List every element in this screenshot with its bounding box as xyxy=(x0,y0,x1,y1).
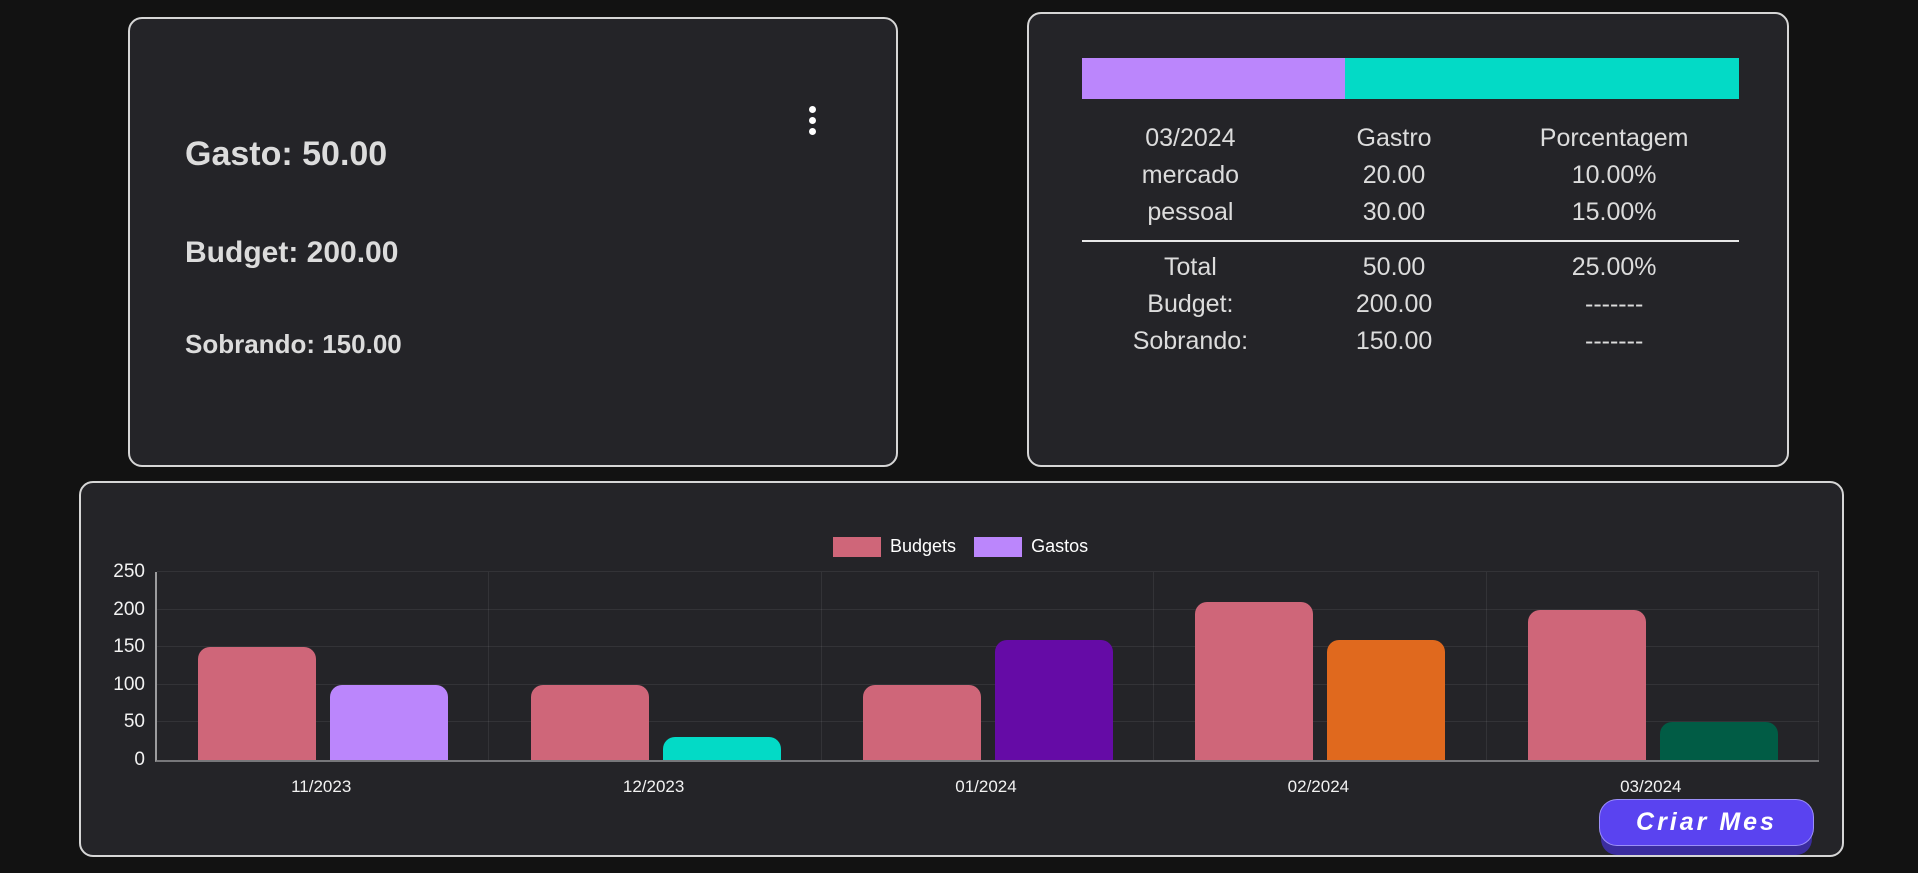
legend-swatch-gastos xyxy=(974,536,1023,557)
y-axis-tick-label: 50 xyxy=(123,711,145,733)
summary-line-gasto: Gasto: 50.00 xyxy=(185,135,402,174)
table-row: pessoal 30.00 15.00% xyxy=(1082,194,1739,231)
bar-budgets-03-2024 xyxy=(1527,609,1646,760)
gridline-vertical xyxy=(1485,572,1487,760)
summary-line-sobrando: Sobrando: 150.00 xyxy=(185,329,402,360)
gridline-vertical xyxy=(1818,572,1819,760)
table-row: mercado 20.00 10.00% xyxy=(1082,157,1739,194)
month-detail-card: 03/2024 Gastro Porcentagem mercado 20.00 10.0… xyxy=(1027,12,1789,467)
gridline-vertical xyxy=(488,572,490,760)
summary-value-sobrando: 150.00 xyxy=(322,329,402,359)
table-divider xyxy=(1082,240,1739,242)
bar-budgets-02-2024 xyxy=(1195,602,1314,760)
summary-value-budget: 200.00 xyxy=(306,236,399,269)
summary-label-sobrando: Sobrando: xyxy=(185,329,323,359)
table-cell: pessoal xyxy=(1147,198,1234,226)
bar-gastos-11-2023 xyxy=(330,684,449,760)
chart-legend: Budgets Gastos xyxy=(833,536,1088,557)
gridline-horizontal xyxy=(157,646,1819,648)
y-axis-tick-label: 200 xyxy=(113,598,145,620)
progress-segment-pessoal xyxy=(1344,58,1739,99)
history-chart-card: Budgets Gastos Criar Mes 0 50 100 150 200 250 1… xyxy=(79,481,1844,857)
summary-card: Gasto: 50.00 Budget: 200.00 Sobrando: 150.… xyxy=(128,17,898,467)
legend-label-budgets: Budgets xyxy=(890,536,957,556)
table-header-row: 03/2024 Gastro Porcentagem xyxy=(1082,120,1739,157)
x-axis-label-02-2024: 02/2024 xyxy=(1287,777,1350,796)
kebab-dot xyxy=(809,106,816,113)
bar-gastos-12-2023 xyxy=(662,737,781,760)
x-axis-label-11-2023: 11/2023 xyxy=(291,777,352,796)
bar-gastos-03-2024 xyxy=(1659,722,1778,760)
gridline-horizontal xyxy=(157,608,1819,610)
legend-item-gastos[interactable]: Gastos xyxy=(974,536,1088,557)
progress-segment-mercado xyxy=(1082,58,1345,99)
summary-lines: Gasto: 50.00 Budget: 200.00 Sobrando: 150.… xyxy=(185,135,402,360)
kebab-menu-icon[interactable] xyxy=(805,102,820,139)
table-cell: 15.00% xyxy=(1571,198,1657,226)
table-cell: ------- xyxy=(1585,290,1644,318)
table-cell: Gastro xyxy=(1356,124,1432,152)
legend-item-budgets[interactable]: Budgets xyxy=(833,536,956,557)
table-cell: Porcentagem xyxy=(1539,124,1689,152)
bar-budgets-12-2023 xyxy=(530,684,649,760)
table-cell: 10.00% xyxy=(1571,161,1657,189)
table-cell: 50.00 xyxy=(1362,253,1426,281)
table-cell: Total xyxy=(1163,253,1217,281)
kebab-dot xyxy=(809,128,816,135)
y-axis-tick-label: 0 xyxy=(134,749,145,770)
gridline-horizontal xyxy=(157,571,1819,572)
y-axis-tick-label: 250 xyxy=(113,561,145,582)
y-axis-tick-label: 100 xyxy=(113,673,145,695)
bar-gastos-02-2024 xyxy=(1327,639,1446,760)
gridline-vertical xyxy=(1153,572,1155,760)
gridline-horizontal xyxy=(157,683,1819,685)
table-cell: 30.00 xyxy=(1362,198,1426,226)
table-cell: 20.00 xyxy=(1362,161,1426,189)
table-cell: mercado xyxy=(1141,161,1240,189)
table-summary-row: Total 50.00 25.00% xyxy=(1082,249,1739,286)
x-axis-label-12-2023: 12/2023 xyxy=(622,777,685,796)
summary-line-budget: Budget: 200.00 xyxy=(185,236,402,270)
y-axis-tick-label: 150 xyxy=(113,636,145,658)
table-cell: 03/2024 xyxy=(1145,124,1236,152)
table-cell: 25.00% xyxy=(1571,253,1657,281)
x-axis-label-03-2024: 03/2024 xyxy=(1620,777,1682,796)
bar-budgets-01-2024 xyxy=(863,684,981,760)
gridline-horizontal xyxy=(157,721,1819,723)
table-summary-row: Budget: 200.00 ------- xyxy=(1082,286,1739,323)
kebab-dot xyxy=(809,117,816,124)
x-axis-label-01-2024: 01/2024 xyxy=(955,777,1017,796)
summary-label-gasto: Gasto: xyxy=(185,135,303,173)
table-cell: 200.00 xyxy=(1355,290,1433,318)
gridline-vertical xyxy=(820,572,822,760)
legend-label-gastos: Gastos xyxy=(1031,536,1089,556)
category-progress-bar xyxy=(1082,58,1739,99)
table-cell: ------- xyxy=(1585,327,1644,355)
table-cell: 150.00 xyxy=(1355,327,1433,355)
table-cell: Sobrando: xyxy=(1132,327,1249,355)
month-detail-table: 03/2024 Gastro Porcentagem mercado 20.00 10.0… xyxy=(1082,120,1739,360)
bar-gastos-01-2024 xyxy=(995,639,1113,760)
bar-budgets-11-2023 xyxy=(198,647,317,760)
summary-value-gasto: 50.00 xyxy=(302,135,388,173)
criar-mes-button[interactable]: Criar Mes xyxy=(1599,799,1814,846)
table-summary-row: Sobrando: 150.00 ------- xyxy=(1082,323,1739,360)
summary-label-budget: Budget: xyxy=(185,236,307,269)
table-cell: Budget: xyxy=(1147,290,1234,318)
legend-swatch-budgets xyxy=(833,536,881,557)
bar-chart-plot-area xyxy=(155,571,1819,762)
